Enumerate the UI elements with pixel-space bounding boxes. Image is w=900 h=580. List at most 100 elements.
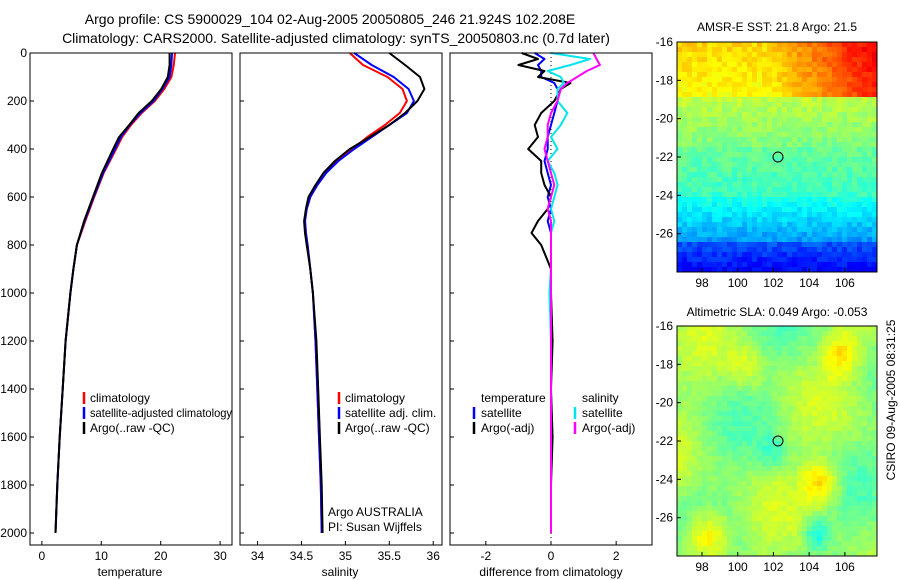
heatmap-cell [747,381,753,387]
heatmap-cell [692,551,698,557]
heatmap-cell [722,147,728,153]
heatmap-cell [857,142,863,148]
heatmap-cell [837,92,843,98]
heatmap-cell [757,172,763,178]
heatmap-cell [827,262,833,268]
heatmap-cell [827,476,833,482]
heatmap-cell [757,446,763,452]
heatmap-cell [797,446,803,452]
heatmap-cell [712,371,718,377]
heatmap-cell [797,247,803,253]
heatmap-cell [767,411,773,417]
heatmap-cell [797,192,803,198]
heatmap-cell [737,446,743,452]
heatmap-cell [762,237,768,243]
heatmap-cell [717,441,723,447]
heatmap-cell [837,262,843,268]
heatmap-cell [797,341,803,347]
heatmap-cell [692,526,698,532]
heatmap-cell [757,516,763,522]
heatmap-cell [747,451,753,457]
heatmap-cell [737,192,743,198]
heatmap-cell [707,167,713,173]
heatmap-cell [837,192,843,198]
heatmap-cell [832,416,838,422]
heatmap-cell [792,242,798,248]
heatmap-cell [737,217,743,223]
salinity-annotation-argo-australia: Argo AUSTRALIA [328,505,423,519]
heatmap-cell [787,232,793,238]
heatmap-cell [787,137,793,143]
heatmap-cell [762,202,768,208]
heatmap-cell [822,431,828,437]
heatmap-cell [742,197,748,203]
heatmap-cell [762,416,768,422]
heatmap-cell [847,446,853,452]
heatmap-cell [832,546,838,552]
heatmap-cell [772,77,778,83]
heatmap-cell [812,371,818,377]
heatmap-cell [842,516,848,522]
heatmap-cell [832,516,838,522]
heatmap-cell [832,451,838,457]
heatmap-cell [742,102,748,108]
heatmap-cell [777,401,783,407]
heatmap-cell [747,82,753,88]
heatmap-cell [722,521,728,527]
heatmap-cell [692,237,698,243]
heatmap-cell [872,491,878,497]
heatmap-cell [832,471,838,477]
heatmap-cell [812,252,818,258]
heatmap-cell [782,541,788,547]
heatmap-cell [682,421,688,427]
heatmap-cell [867,82,873,88]
heatmap-cell [807,82,813,88]
heatmap-cell [837,546,843,552]
heatmap-cell [857,461,863,467]
heatmap-cell [832,476,838,482]
heatmap-cell [782,202,788,208]
heatmap-cell [817,346,823,352]
heatmap-cell [822,486,828,492]
heatmap-cell [817,401,823,407]
heatmap-cell [717,42,723,48]
heatmap-cell [687,142,693,148]
heatmap-cell [872,92,878,98]
heatmap-cell [792,117,798,123]
heatmap-cell [837,162,843,168]
heatmap-cell [862,187,868,193]
heatmap-cell [692,471,698,477]
heatmap-cell [732,67,738,73]
heatmap-cell [707,421,713,427]
heatmap-cell [837,167,843,173]
heatmap-cell [702,381,708,387]
heatmap-cell [802,366,808,372]
heatmap-cell [867,546,873,552]
heatmap-cell [857,331,863,337]
heatmap-cell [777,511,783,517]
heatmap-cell [687,132,693,138]
heatmap-cell [757,366,763,372]
heatmap-cell [677,242,683,248]
heatmap-cell [862,446,868,452]
heatmap-cell [837,152,843,158]
argo-location-marker [772,435,784,447]
heatmap-cell [812,187,818,193]
heatmap-cell [752,42,758,48]
heatmap-cell [707,521,713,527]
heatmap-cell [752,257,758,263]
heatmap-cell [722,366,728,372]
heatmap-cell [787,42,793,48]
heatmap-cell [697,486,703,492]
heatmap-cell [787,516,793,522]
heatmap-cell [697,446,703,452]
heatmap-cell [712,406,718,412]
heatmap-cell [777,456,783,462]
heatmap-cell [787,326,793,332]
heatmap-cell [697,526,703,532]
heatmap-cell [682,501,688,507]
heatmap-cell [872,416,878,422]
heatmap-cell [787,87,793,93]
heatmap-cell [837,476,843,482]
heatmap-cell [767,77,773,83]
